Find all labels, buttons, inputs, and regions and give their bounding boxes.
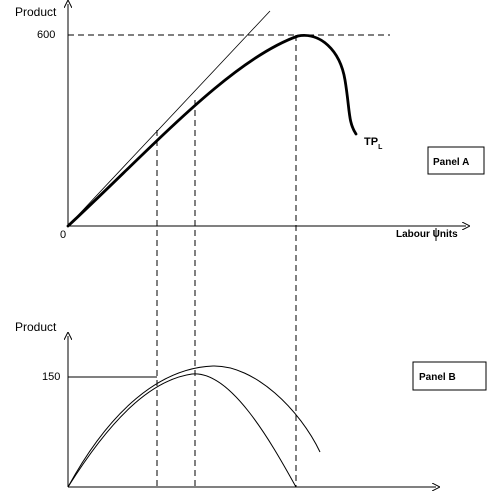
panel-a-x-axis-label: Labour Units [396, 229, 458, 240]
panel-b-y-tick-150: 150 [42, 371, 60, 383]
panel-a: Product 600 0 Labour Units TPL Panel A [15, 4, 485, 241]
panel-b: Product 150 Panel B [15, 320, 487, 488]
panel-a-y-tick-600: 600 [37, 29, 55, 41]
mp-curve [67, 373, 297, 488]
panel-a-label-box [427, 146, 485, 175]
tpl-curve-label: TPL [364, 136, 383, 151]
tangent-ray [67, 10, 271, 227]
panel-b-y-axis-label: Product [15, 320, 57, 334]
vertical-guides [156, 35, 297, 487]
panel-b-label-box [412, 361, 487, 391]
panel-a-label: Panel A [433, 157, 469, 168]
panel-a-y-axis-label: Product [15, 5, 57, 19]
tpl-curve [66, 34, 358, 228]
panel-a-origin-label: 0 [60, 229, 66, 241]
ap-curve [67, 365, 321, 488]
panel-b-label: Panel B [419, 372, 456, 383]
